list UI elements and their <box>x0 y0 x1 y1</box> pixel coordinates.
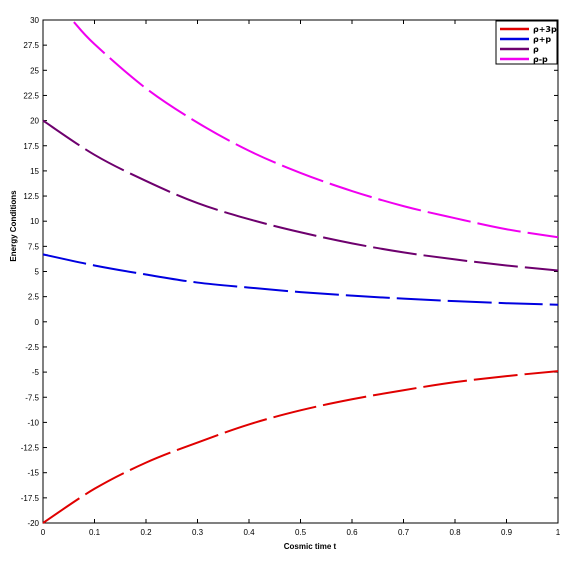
y-tick-label: 22.5 <box>23 91 39 100</box>
y-tick-label: -12.5 <box>21 444 40 453</box>
y-tick-label: 20 <box>30 117 39 126</box>
y-tick-label: 15 <box>30 167 39 176</box>
legend: ρ+3pρ+pρρ-p <box>495 20 558 65</box>
y-tick-label: 25 <box>30 66 39 75</box>
x-tick-label: 0.4 <box>243 528 255 537</box>
y-tick-label: 27.5 <box>23 41 39 50</box>
y-tick-label: -2.5 <box>25 343 39 352</box>
legend-label-3: ρ-p <box>533 55 548 64</box>
series-line-3 <box>73 21 559 239</box>
x-tick-label: 0.9 <box>501 528 513 537</box>
y-tick-label: 5 <box>35 268 40 277</box>
x-tick-label: 0.7 <box>398 528 410 537</box>
x-axis-label: Cosmic time t <box>284 542 337 551</box>
y-tick-label: 30 <box>30 16 39 25</box>
y-tick-label: -17.5 <box>21 494 40 503</box>
y-tick-label: -5 <box>32 368 40 377</box>
y-tick-label: 17.5 <box>23 142 39 151</box>
y-tick-label: -20 <box>27 519 39 528</box>
y-tick-label: -10 <box>27 418 39 427</box>
y-tick-label: 10 <box>30 217 39 226</box>
series-layer <box>42 21 559 524</box>
x-tick-label: 0 <box>41 528 46 537</box>
y-tick-label: 12.5 <box>23 192 39 201</box>
x-tick-label: 1 <box>556 528 561 537</box>
series-line-2 <box>42 119 559 272</box>
series-line-1 <box>42 253 559 306</box>
x-tick-label: 0.5 <box>295 528 307 537</box>
y-tick-label: 0 <box>35 318 40 327</box>
y-tick-label: -15 <box>27 469 39 478</box>
legend-label-0: ρ+3p <box>533 25 557 34</box>
y-axis-label: Energy Conditions <box>9 190 18 262</box>
x-tick-label: 0.3 <box>192 528 204 537</box>
y-tick-label: 7.5 <box>28 242 40 251</box>
x-tick-label: 0.8 <box>449 528 461 537</box>
y-axis-ticks: -20 -17.5 -15 -12.5 -10 -7.5 -5 -2.5 0 2.5 5 7.5 10 1… <box>21 16 558 528</box>
series-line-0 <box>42 370 559 524</box>
x-tick-label: 0.2 <box>140 528 152 537</box>
x-axis-ticks: 0 0.1 0.2 0.3 0.4 0.5 0.6 0.7 0.8 0.9 1 <box>41 20 561 537</box>
legend-label-2: ρ <box>533 45 539 54</box>
y-tick-label: -7.5 <box>25 393 39 402</box>
x-tick-label: 0.1 <box>89 528 101 537</box>
plot-frame <box>42 19 559 524</box>
x-tick-label: 0.6 <box>346 528 358 537</box>
legend-label-1: ρ+p <box>533 35 551 44</box>
y-tick-label: 2.5 <box>28 293 40 302</box>
